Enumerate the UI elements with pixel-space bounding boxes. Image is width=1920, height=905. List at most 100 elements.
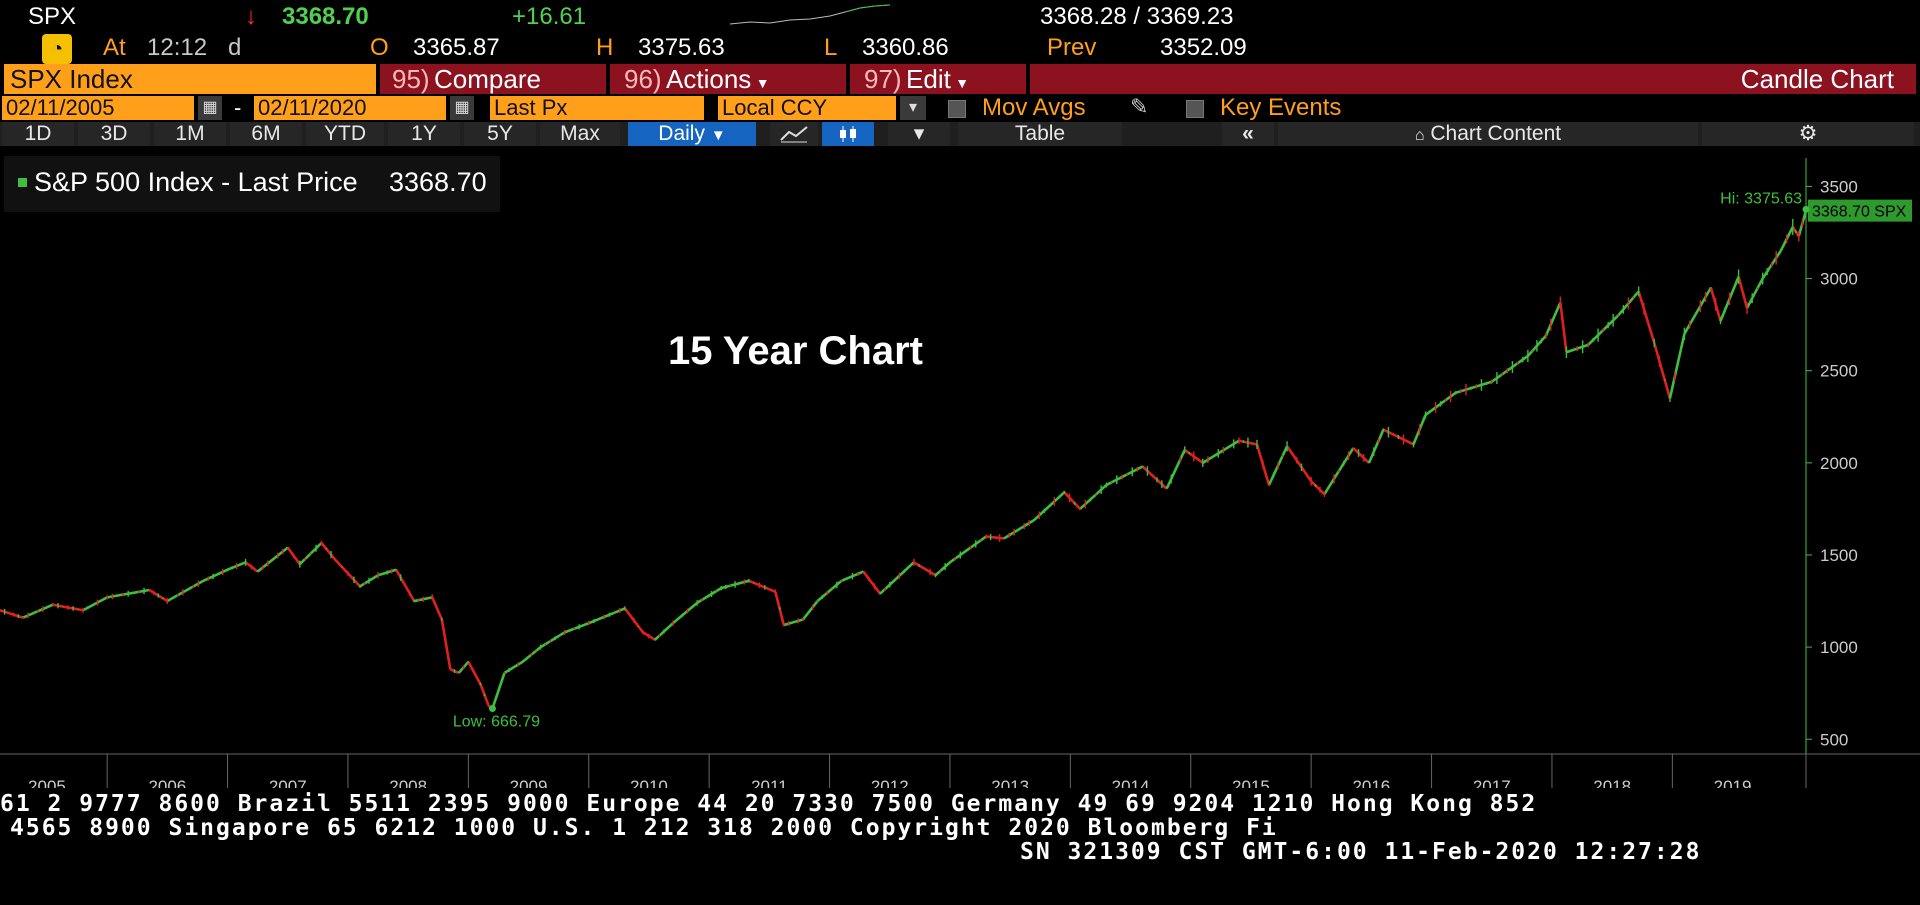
compare-button[interactable]: 95) Compare (380, 64, 606, 94)
actions-number: 96) (624, 64, 662, 94)
price-segment (1637, 291, 1656, 344)
start-date-input[interactable]: 02/11/2005 (2, 96, 194, 120)
legend-value: 3368.70 (389, 167, 487, 197)
price-segment (816, 579, 843, 603)
price-segment (934, 561, 951, 577)
price-segment (1286, 445, 1313, 483)
price-segment (879, 561, 915, 595)
compare-label: Compare (434, 64, 541, 94)
mov-avgs-checkbox[interactable] (948, 100, 966, 118)
sparkline-icon (730, 4, 890, 25)
x-tick-label: 2014 (1112, 777, 1150, 788)
x-tick-label: 2006 (148, 777, 186, 788)
high-value: 3375.63 (638, 34, 725, 61)
end-date-input[interactable]: 02/11/2020 (254, 96, 446, 120)
period-3d-button[interactable]: 3D (78, 122, 150, 146)
price-segment (1544, 302, 1562, 337)
chart-content-icon: ⌂ (1414, 127, 1425, 144)
actions-button[interactable]: 96) Actions ▼ (610, 64, 846, 94)
field-select[interactable]: Last Px (490, 96, 704, 120)
mov-avgs-label[interactable]: Mov Avgs (982, 94, 1086, 121)
chevron-down-icon: ▼ (755, 75, 770, 91)
price-segment (1745, 277, 1764, 309)
price-segment (1310, 480, 1326, 496)
key-events-checkbox[interactable] (1186, 100, 1204, 118)
chevron-down-icon[interactable]: ▾ (900, 96, 926, 120)
price-segment (0, 609, 24, 619)
period-5y-button[interactable]: 5Y (464, 122, 536, 146)
collapse-icon[interactable]: « (1222, 122, 1274, 146)
frequency-label: Daily (658, 122, 705, 145)
period-1y-button[interactable]: 1Y (388, 122, 460, 146)
x-tick-label: 2007 (269, 777, 307, 788)
low-annotation: Low: 666.79 (453, 714, 540, 731)
period-max-button[interactable]: Max (540, 122, 620, 146)
key-events-label[interactable]: Key Events (1220, 94, 1342, 121)
speedometer-icon[interactable]: ◔ (42, 34, 72, 64)
y-tick-label: 1000 (1820, 638, 1858, 657)
price-segment (1683, 287, 1713, 335)
line-chart-icon[interactable] (770, 122, 818, 146)
chart-type-label: Candle Chart (1740, 64, 1894, 94)
edit-button[interactable]: 97) Edit ▼ (850, 64, 1026, 94)
price-segment (1063, 491, 1081, 510)
price-segment (672, 601, 698, 625)
open-value: 3365.87 (413, 34, 500, 61)
down-arrow-icon: ↓ (245, 3, 257, 30)
date-separator: - (234, 95, 242, 120)
y-tick-label: 1500 (1820, 546, 1858, 565)
table-button[interactable]: Table (958, 122, 1122, 146)
x-tick-label: 2008 (389, 777, 427, 788)
high-marker (1802, 205, 1810, 213)
period-1d-button[interactable]: 1D (2, 122, 74, 146)
chevron-down-icon: ▼ (955, 75, 970, 91)
x-tick-label: 2009 (510, 777, 548, 788)
edit-number: 97) (864, 64, 902, 94)
legend-swatch (18, 178, 27, 187)
last-price-tag (1808, 199, 1912, 222)
x-tick-label: 2013 (991, 777, 1029, 788)
low-marker (488, 705, 496, 713)
price-segment (1202, 439, 1240, 464)
price-segment (1079, 483, 1108, 510)
prev-value: 3352.09 (1160, 34, 1247, 61)
price-segment (166, 579, 205, 603)
calendar-icon[interactable]: ▦ (450, 96, 474, 120)
candle-chart-icon[interactable] (822, 122, 874, 146)
edit-label: Edit (906, 64, 951, 94)
chart-annotation: 15 Year Chart (668, 329, 923, 373)
security-label: SPX Index (10, 64, 133, 94)
price-segment (1653, 342, 1672, 399)
price-segment (1455, 380, 1493, 395)
price-segment (802, 600, 819, 621)
price-chart[interactable]: S&P 500 Index - Last Price 3368.70 15 Ye… (0, 148, 1920, 788)
pencil-icon[interactable]: ✎ (1130, 94, 1149, 119)
period-6m-button[interactable]: 6M (230, 122, 302, 146)
at-label: At (103, 34, 126, 61)
price-segment (862, 570, 882, 595)
period-1m-button[interactable]: 1M (154, 122, 226, 146)
frequency-select[interactable]: Daily ▼ (628, 122, 756, 146)
calendar-icon[interactable]: ▦ (198, 96, 222, 120)
x-tick-label: 2012 (871, 777, 909, 788)
chevron-down-icon[interactable]: ▾ (888, 122, 950, 146)
chart-type-bar: Candle Chart (1030, 64, 1916, 94)
chart-content-button[interactable]: ⌂ Chart Content (1278, 122, 1698, 146)
price-segment (82, 596, 108, 612)
period-ytd-button[interactable]: YTD (306, 122, 384, 146)
legend-box (4, 156, 500, 212)
gear-icon[interactable]: ⚙ (1702, 122, 1914, 146)
chart-content-label: Chart Content (1430, 122, 1562, 145)
x-tick-label: 2010 (630, 777, 668, 788)
price-segment (1367, 429, 1385, 464)
x-tick-label: 2017 (1473, 777, 1511, 788)
chevron-down-icon: ▼ (710, 127, 726, 144)
actions-label: Actions (666, 64, 752, 94)
security-field[interactable]: SPX Index (4, 64, 376, 94)
high-label: H (596, 34, 614, 61)
currency-select[interactable]: Local CCY (718, 96, 896, 120)
legend-label: S&P 500 Index - Last Price (34, 167, 358, 197)
price-segment (564, 621, 590, 634)
x-tick-label: 2019 (1714, 777, 1752, 788)
low-value: 3360.86 (862, 34, 949, 61)
